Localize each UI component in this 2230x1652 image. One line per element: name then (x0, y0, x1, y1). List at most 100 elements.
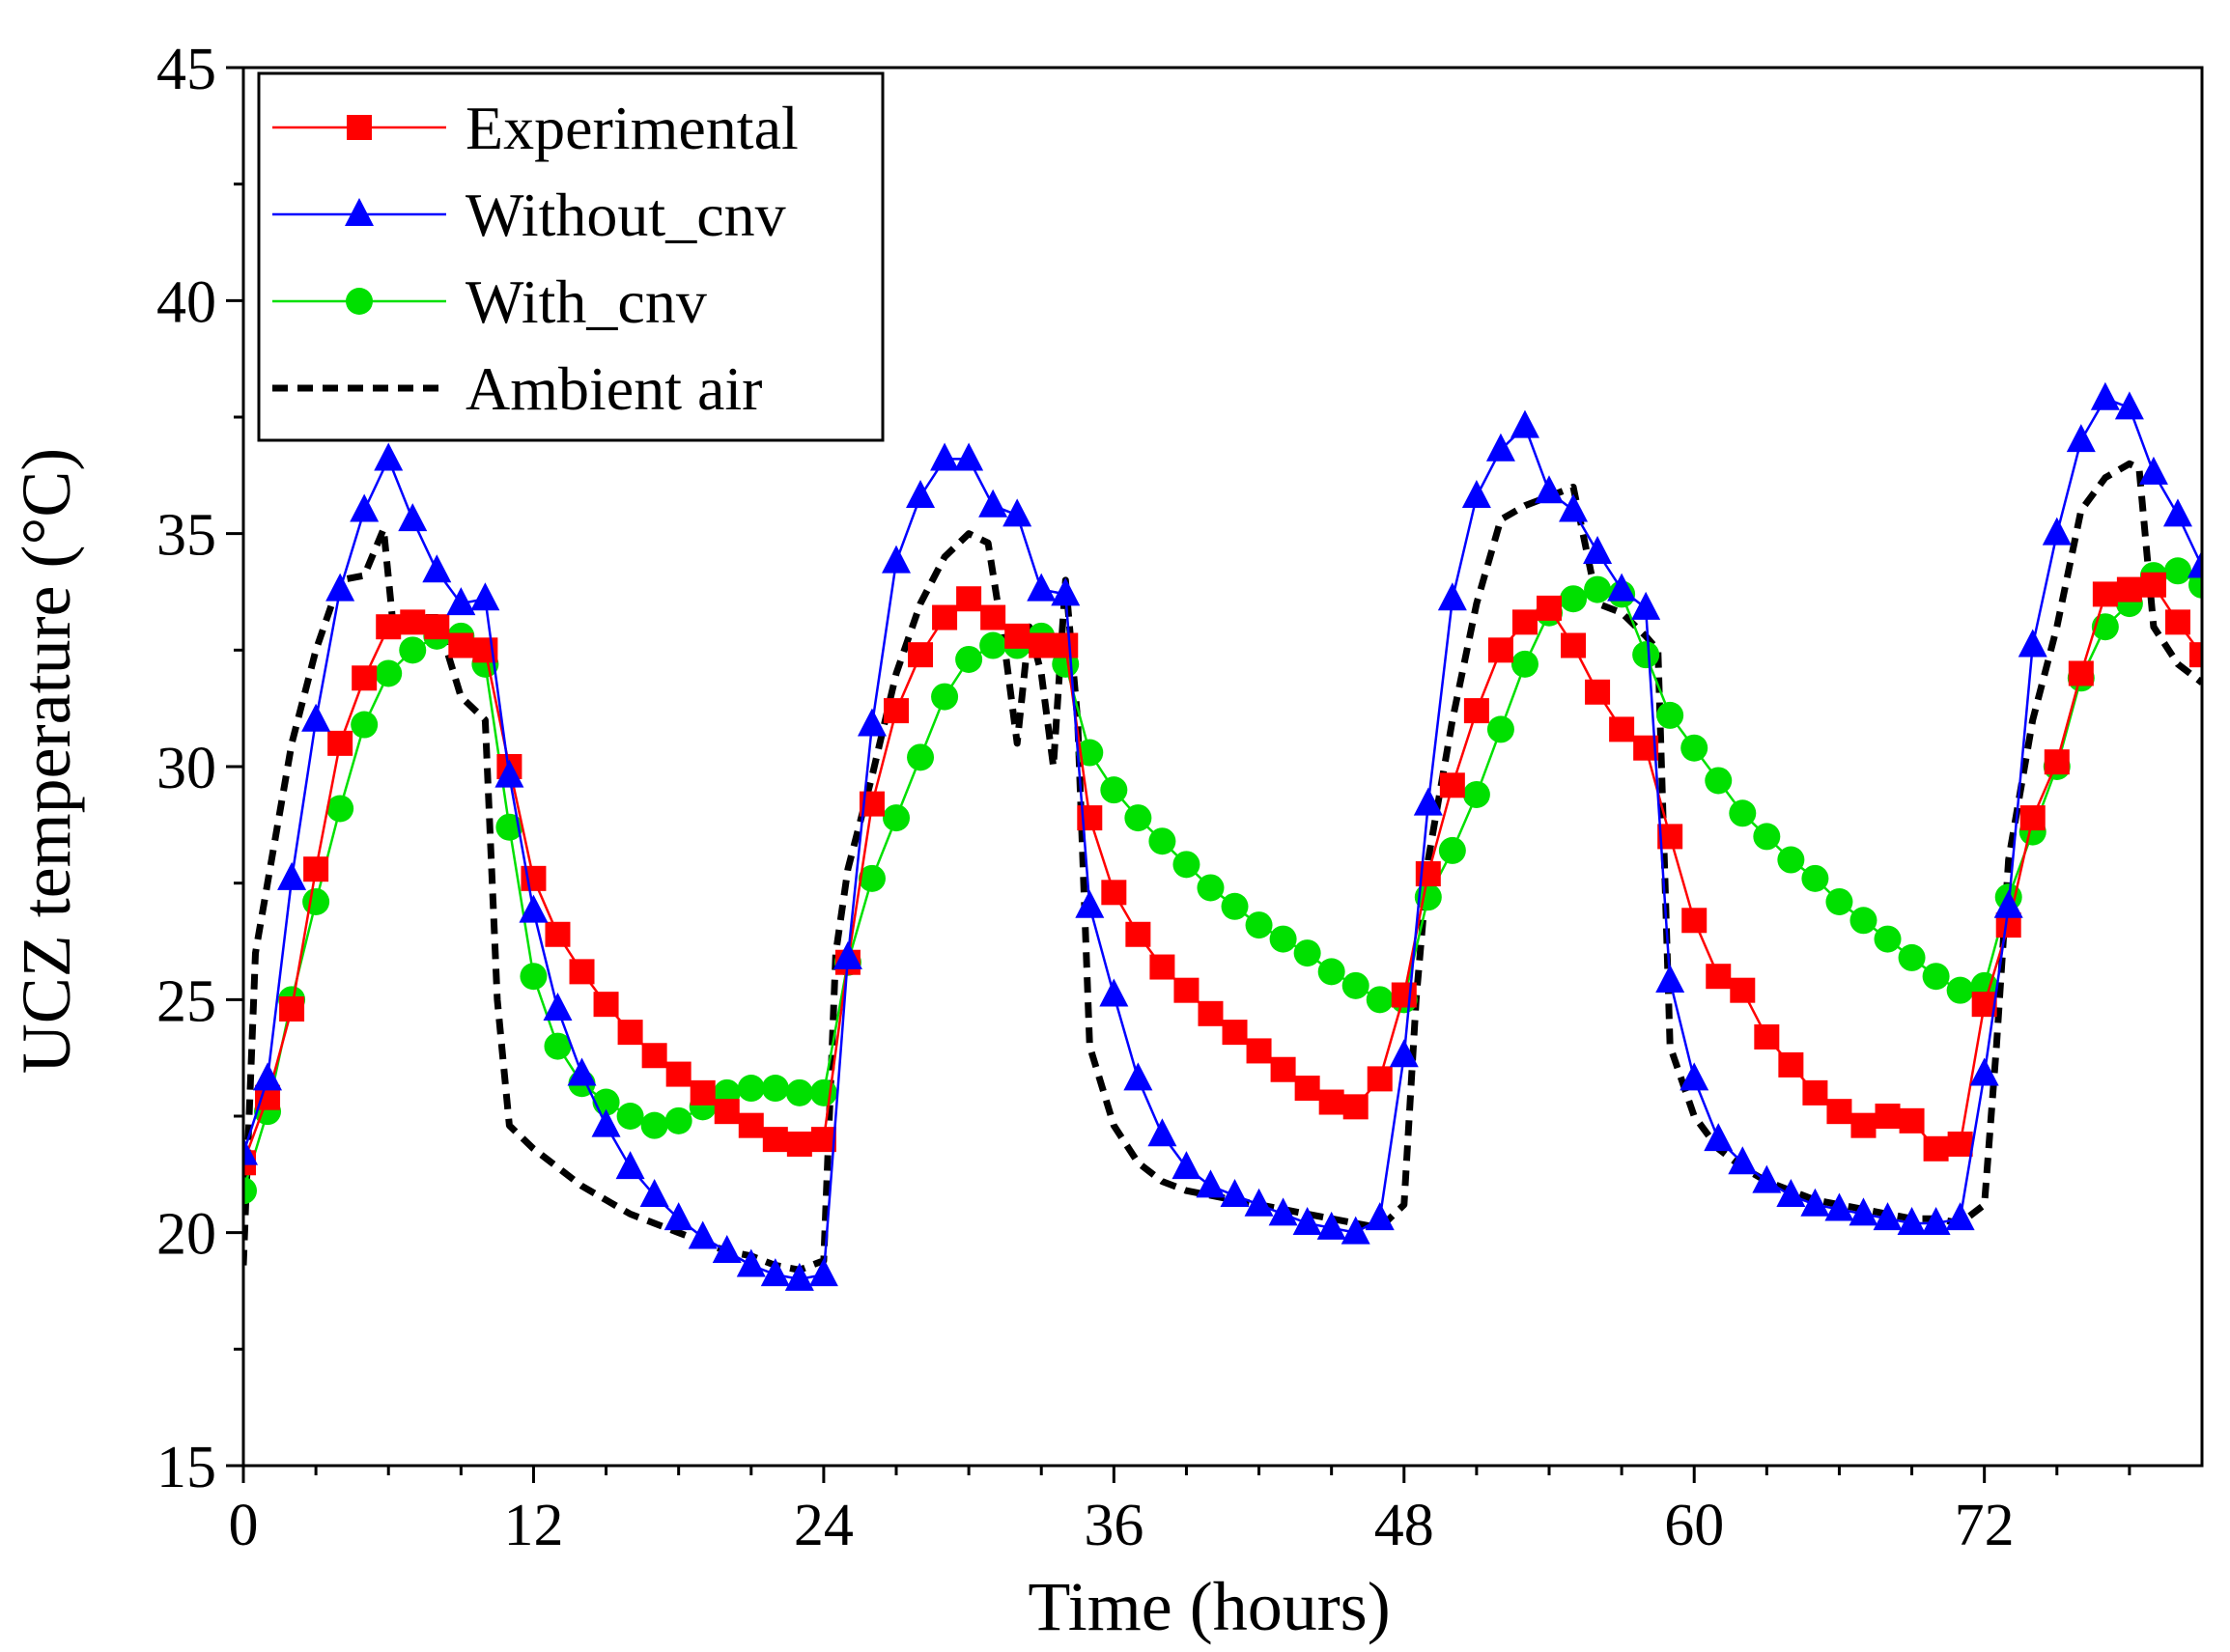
data-point (1730, 977, 1756, 1003)
data-point (761, 1075, 789, 1103)
data-point (639, 1179, 669, 1208)
data-point (1776, 1179, 1806, 1208)
data-point (1510, 650, 1538, 678)
data-point (1656, 701, 1684, 729)
data-point (1729, 799, 1757, 827)
data-point (1969, 1057, 1999, 1086)
data-point (2164, 609, 2190, 635)
data-point (2019, 805, 2046, 831)
data-point (1341, 1216, 1370, 1245)
data-point (1268, 1197, 1298, 1226)
data-point (1171, 1151, 1201, 1180)
data-point (615, 1151, 645, 1180)
data-point (1292, 1207, 1322, 1236)
data-point (1849, 907, 1877, 935)
data-point (1875, 1104, 1901, 1129)
data-point (640, 1111, 668, 1139)
data-point (327, 730, 353, 756)
data-point (1075, 889, 1105, 918)
data-point (1341, 971, 1369, 999)
series-line (243, 570, 2202, 1191)
data-point (1559, 493, 1589, 522)
data-point (279, 995, 305, 1022)
data-point (350, 493, 380, 522)
data-point (494, 759, 524, 788)
data-point (2044, 749, 2070, 775)
data-point (446, 587, 476, 616)
data-point (470, 582, 500, 611)
data-point (1123, 1062, 1153, 1091)
data-point (277, 861, 307, 890)
data-point (1681, 908, 1708, 934)
data-point (303, 856, 329, 882)
data-point (243, 1136, 258, 1165)
data-point (1899, 1107, 1925, 1134)
y-tick-label: 30 (156, 736, 216, 801)
data-point (521, 865, 547, 891)
data-point (1607, 573, 1637, 602)
series-line (243, 460, 2202, 1274)
legend-label: Experimental (466, 94, 799, 162)
data-point (1198, 1000, 1224, 1026)
data-point (1004, 623, 1030, 649)
data-point (714, 1099, 740, 1125)
data-point (1124, 804, 1152, 832)
data-point (2163, 557, 2191, 585)
data-point (978, 489, 1008, 518)
legend-item: With_cnv (272, 267, 707, 336)
data-point (1609, 716, 1635, 742)
data-point (1391, 982, 1417, 1008)
data-point (374, 442, 404, 471)
data-point (858, 864, 886, 892)
x-tick-label: 36 (1084, 1493, 1143, 1558)
series-line (243, 397, 2202, 1281)
y-tick-label: 15 (156, 1435, 216, 1500)
data-point (1537, 595, 1562, 621)
data-point (1221, 892, 1249, 920)
plot-area (243, 381, 2202, 1291)
data-point (955, 645, 983, 673)
data-point (1824, 1192, 1854, 1221)
data-point (663, 1202, 693, 1231)
data-point (1873, 1202, 1903, 1231)
legend-marker (346, 288, 373, 315)
legend: Experimental Without_cnv With_cnv Ambient a… (257, 71, 885, 442)
data-point (1535, 475, 1564, 504)
data-point (1461, 480, 1491, 509)
data-point (1510, 409, 1539, 438)
data-point (1680, 1062, 1709, 1091)
data-point (1294, 1076, 1320, 1102)
data-point (884, 698, 909, 724)
data-point (1705, 767, 1733, 795)
data-point (1389, 1039, 1419, 1068)
data-point (544, 1032, 572, 1060)
data-point (1100, 776, 1128, 804)
data-point (424, 614, 450, 640)
data-point (882, 545, 911, 574)
data-point (2162, 498, 2192, 527)
data-point (1584, 575, 1612, 603)
data-point (760, 1258, 790, 1287)
data-point (1728, 1146, 1758, 1175)
data-point (1487, 637, 1513, 663)
data-point (786, 1131, 812, 1157)
data-point (736, 1248, 766, 1277)
data-point (1801, 864, 1829, 892)
data-point (1149, 954, 1175, 980)
legend-label: Without_cnv (466, 181, 786, 249)
data-point (1753, 823, 1781, 851)
data-point (1029, 632, 1055, 658)
data-point (2066, 424, 2096, 453)
x-tick-label: 48 (1374, 1493, 1434, 1558)
data-point (1148, 827, 1176, 855)
data-point (325, 573, 355, 602)
data-point (907, 743, 935, 771)
data-point (810, 1127, 836, 1153)
data-point (1101, 880, 1127, 906)
data-point (690, 1079, 716, 1106)
data-point (617, 1020, 643, 1046)
data-point (1825, 887, 1853, 915)
data-point (593, 992, 619, 1018)
data-point (1244, 1188, 1274, 1217)
